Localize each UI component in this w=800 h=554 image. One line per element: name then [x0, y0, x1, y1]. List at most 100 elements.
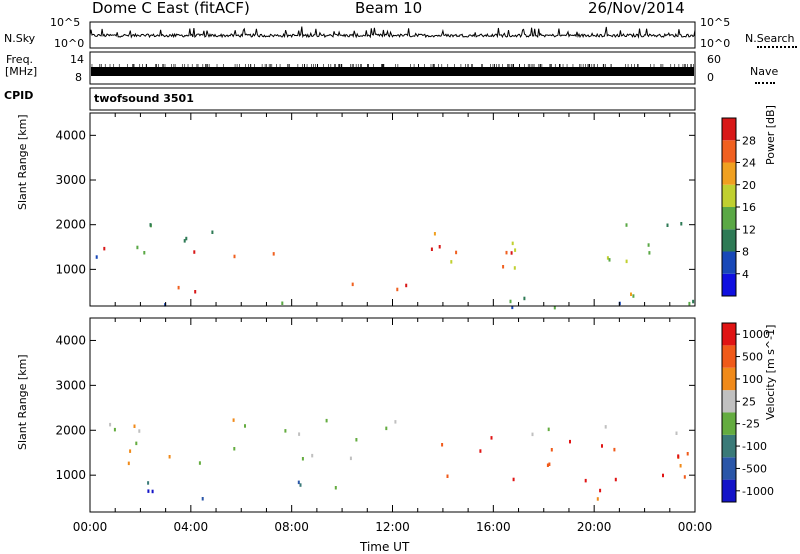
panel-0-cell	[625, 259, 628, 264]
panel-0-cell	[514, 248, 517, 252]
nsky-label: N.Sky	[4, 32, 36, 45]
ytick-label: 1000	[55, 262, 86, 276]
colorbar-0-segment	[722, 162, 736, 185]
colorbar-1-tick: -25	[742, 418, 760, 431]
panel-1-cell	[512, 477, 515, 482]
panel-1-cell	[244, 424, 246, 428]
panel-1-cell	[569, 439, 571, 444]
panel-1-cell	[138, 429, 141, 433]
nsky-tick-top: 10^5	[50, 16, 81, 29]
xtick-label: 00:00	[73, 520, 108, 534]
panel-1-cell	[679, 464, 682, 468]
panel-1-cell	[490, 436, 493, 440]
panel-0-cell	[606, 256, 609, 260]
nsearch-label: N.Search	[745, 32, 795, 45]
panel-0-cell	[455, 250, 458, 255]
colorbar-0-tick: 16	[742, 201, 756, 214]
colorbar-0-tick: 8	[742, 246, 749, 259]
colorbar-0-segment	[722, 251, 736, 274]
panel-0-cell	[351, 282, 354, 287]
panel-1-cell	[325, 418, 328, 423]
panel-1-cell	[662, 473, 664, 478]
panel-0-cell	[502, 265, 505, 269]
panel-1-cell	[113, 427, 116, 432]
freq-panel	[89, 51, 696, 85]
panel-1-cell	[147, 481, 150, 485]
panel-0-cell	[438, 245, 441, 249]
panel-0-cell	[136, 245, 139, 250]
panel-1-cell	[546, 463, 549, 467]
colorbar-0-segment	[722, 229, 736, 252]
panel-1-cell	[151, 489, 154, 494]
panel-0-cell	[625, 223, 628, 227]
panel-0-cell	[608, 258, 611, 262]
panel-1-cell	[201, 497, 204, 501]
panel-1-cell	[584, 478, 587, 483]
panel-1-cell	[677, 454, 680, 458]
panel-1-cell	[127, 461, 130, 466]
colorbar-1-frame	[721, 322, 737, 503]
ytick-label: 3000	[55, 378, 86, 392]
panel-1-cell	[301, 457, 304, 461]
xtick-label: 08:00	[274, 520, 309, 534]
nave-label: Nave	[750, 65, 779, 78]
panel-1-cell	[604, 425, 607, 429]
panel-1-cell	[147, 489, 150, 493]
panel-1-cell	[129, 449, 132, 453]
colorbar-1-tick: -1000	[742, 485, 774, 498]
panel-1-cell	[441, 443, 444, 447]
xtick-label: 12:00	[375, 520, 410, 534]
colorbar-0-segment	[722, 273, 736, 296]
nave-tick-bottom: 0	[707, 71, 714, 84]
panel-0-cell	[95, 255, 98, 259]
xtick-label: 04:00	[174, 520, 209, 534]
colorbar-1-tick: 25	[742, 395, 756, 408]
panel-1-cell	[613, 447, 616, 452]
freq-tick-top: 14	[70, 53, 84, 66]
colorbar-1-tick: 1000	[742, 328, 770, 341]
xtick-label: 20:00	[577, 520, 612, 534]
colorbar-1-segment	[722, 390, 736, 413]
panel-0-cell	[143, 251, 146, 255]
panel-0-cell	[510, 251, 513, 255]
panel-0-cell	[632, 294, 635, 298]
colorbar-0-segment	[722, 118, 736, 141]
freq-label-line1: Freq.	[6, 53, 34, 66]
colorbar-1-segment	[722, 457, 736, 480]
panel-1-cell	[298, 432, 301, 436]
panel-0-cell	[553, 305, 556, 310]
date-label: 26/Nov/2014	[588, 0, 685, 17]
colorbar-1-tick: 500	[742, 351, 763, 364]
panel-0-cell	[648, 251, 651, 255]
panel-1-cell	[299, 483, 302, 487]
nsky-tick-bottom: 10^0	[54, 37, 85, 50]
colorbar-0-segment	[722, 207, 736, 230]
panel-0-cell	[511, 241, 514, 246]
panel-0-cell	[405, 283, 408, 288]
panel-0-cell	[272, 252, 275, 256]
panel-0-cell	[513, 266, 516, 270]
ytick-label: 4000	[55, 333, 86, 347]
panel-1-cell	[601, 444, 603, 448]
panel-0-cell	[433, 232, 436, 236]
nsearch-line-key	[757, 46, 797, 48]
colorbar-0-tick: 24	[742, 157, 756, 170]
panel-1-cell	[232, 418, 235, 422]
panel-1-cell	[168, 455, 171, 459]
ytick-label: 1000	[55, 468, 86, 482]
station-title: Dome C East (fitACF)	[92, 0, 250, 17]
panel-1-cell	[675, 431, 678, 435]
panel-0-cell	[511, 305, 514, 310]
colorbar-0-segment	[722, 140, 736, 163]
panel-0-cell	[666, 223, 669, 227]
colorbar-1-segment	[722, 412, 736, 435]
panel-1-cell	[198, 461, 201, 465]
colorbar-1-tick: -100	[742, 440, 767, 453]
cpid-label: CPID	[4, 89, 34, 102]
freq-band	[91, 67, 694, 76]
colorbar-1-tick: -500	[742, 462, 767, 475]
ytick-label: 3000	[55, 173, 86, 187]
nsky-trace	[89, 26, 696, 39]
ytick-label: 2000	[55, 423, 86, 437]
